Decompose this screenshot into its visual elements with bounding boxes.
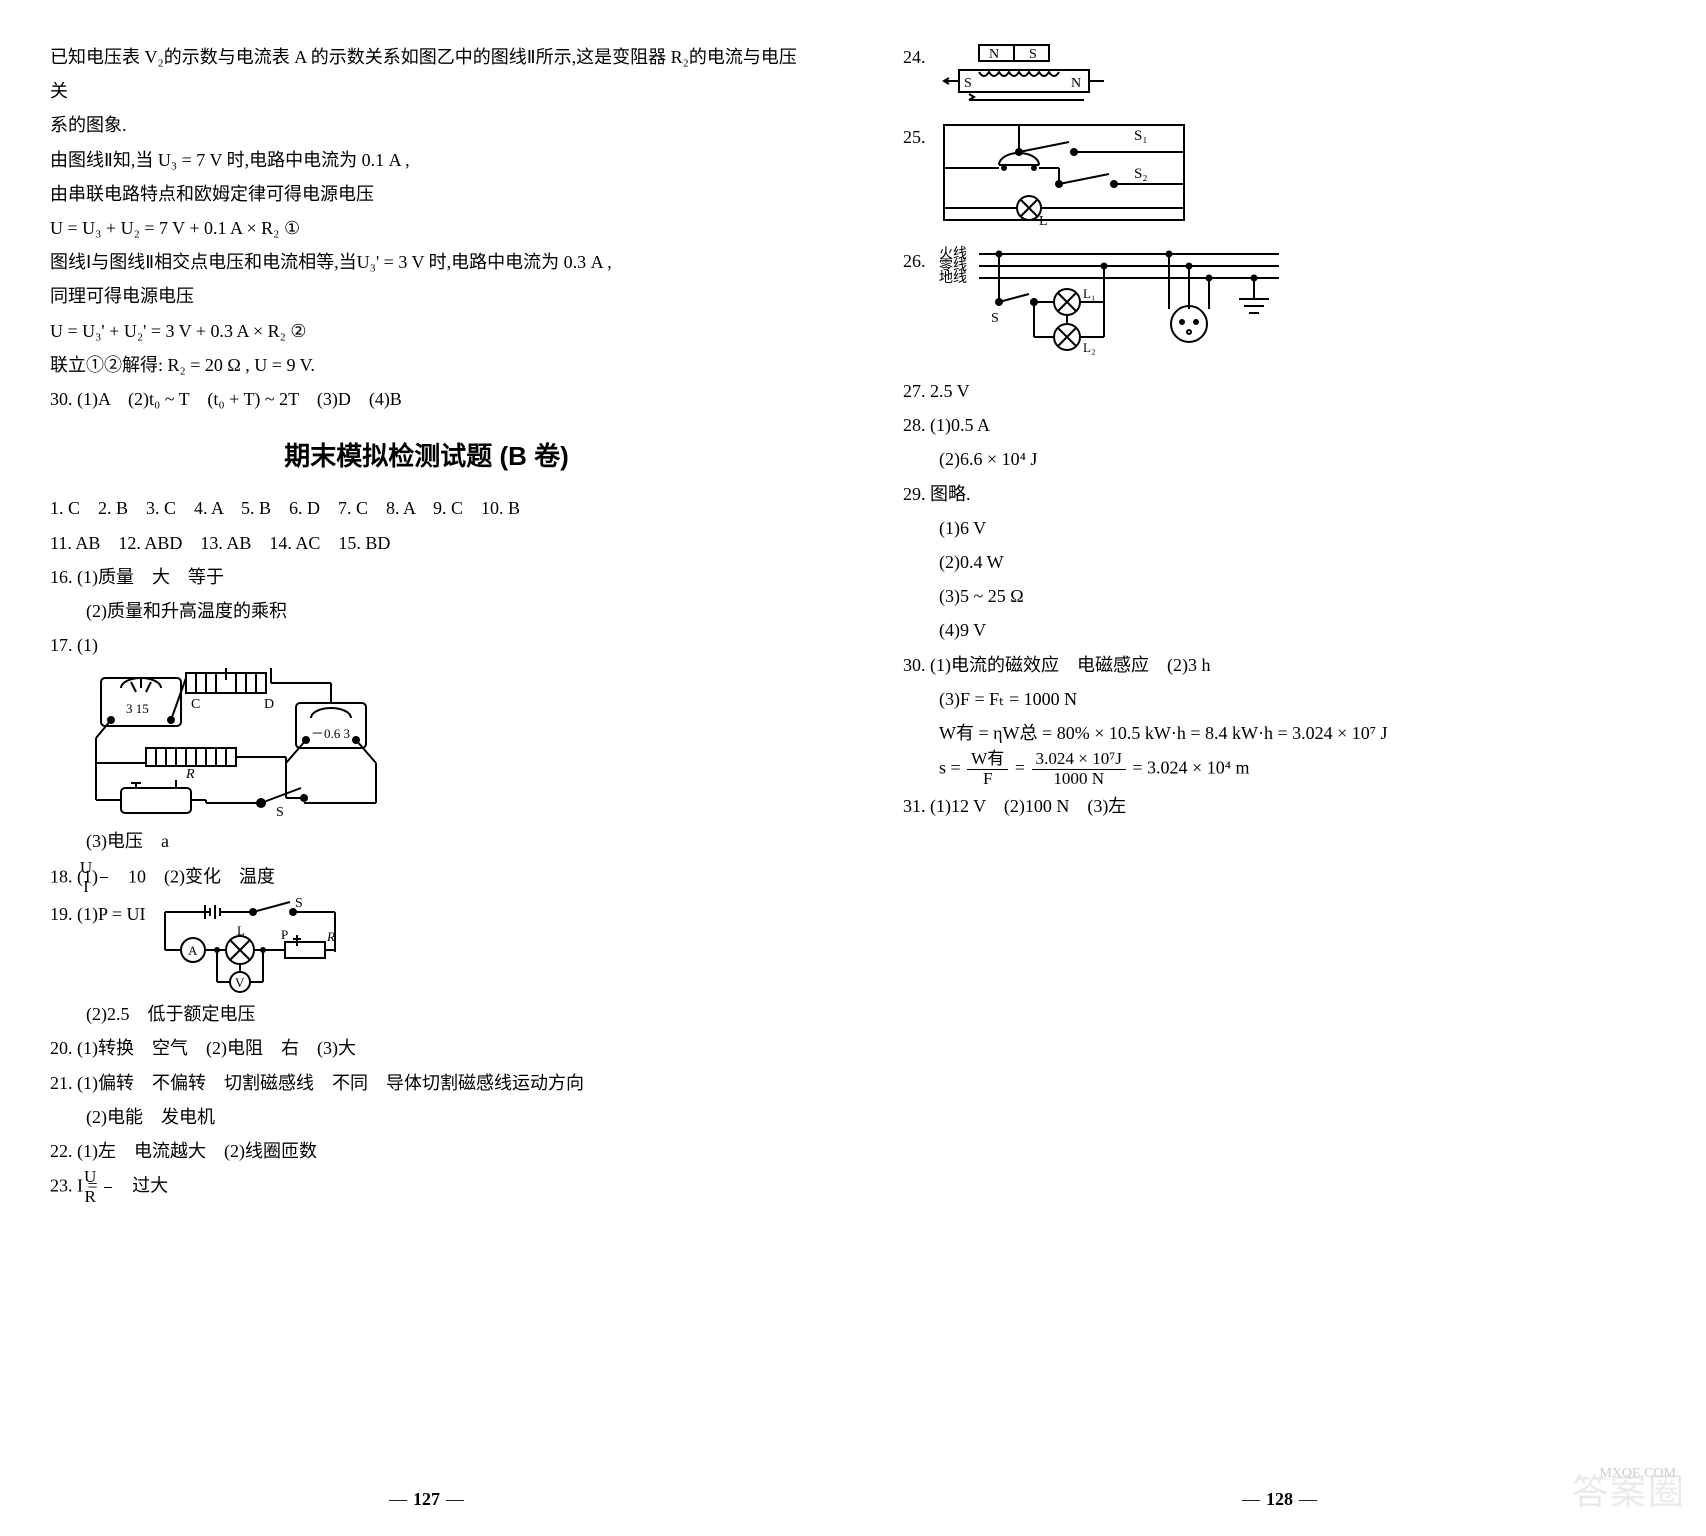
intro-line: 由图线Ⅱ知,当 U₃ = 7 V 时,电路中电流为 0.1 A , — [50, 143, 803, 177]
answer-line: 27. 2.5 V — [903, 374, 1656, 408]
fraction: 3.024 × 10⁷J1000 N — [1032, 750, 1126, 789]
fraction: UI — [100, 859, 108, 898]
intro-line: U = U₃ + U₂ = 7 V + 0.1 A × R₂ ① — [50, 211, 803, 245]
circuit-figure-26: 火线 零线 地线 S L₁ L₂ — [939, 244, 1289, 374]
answer-line: 28. (1)0.5 A — [903, 408, 1656, 442]
page-left: 已知电压表 V₂的示数与电流表 A 的示数关系如图乙中的图线Ⅱ所示,这是变阻器 … — [0, 0, 853, 1536]
fraction: W有F — [967, 750, 1008, 789]
svg-text:N: N — [989, 47, 999, 62]
svg-text:S: S — [1029, 47, 1037, 62]
answer-line: 21. (1)偏转 不偏转 切割磁感线 不同 导体切割磁感线运动方向 — [50, 1066, 803, 1100]
intro-line: U = U₃' + U₂' = 3 V + 0.3 A × R₂ ② — [50, 314, 803, 348]
intro-line: 已知电压表 V₂的示数与电流表 A 的示数关系如图乙中的图线Ⅱ所示,这是变阻器 … — [50, 40, 803, 108]
answer-line: 22. (1)左 电流越大 (2)线圈匝数 — [50, 1134, 803, 1168]
svg-text:N: N — [1071, 76, 1081, 91]
answer-line: 19. (1)P = UI — [50, 897, 145, 931]
text: = — [1010, 757, 1029, 777]
svg-text:S: S — [964, 76, 972, 91]
answer-line: W有 = ηW总 = 80% × 10.5 kW·h = 8.4 kW·h = … — [903, 716, 1656, 750]
svg-text:S₂: S₂ — [1134, 166, 1148, 182]
svg-text:L: L — [1039, 214, 1048, 229]
answer-line: 31. (1)12 V (2)100 N (3)左 — [903, 789, 1656, 823]
svg-text:R: R — [326, 929, 335, 944]
svg-text:S: S — [295, 897, 303, 911]
answer-label: 25. — [903, 120, 939, 230]
circuit-figure-25: S₁ S₂ L — [939, 120, 1189, 230]
answer-line: (4)9 V — [903, 613, 1656, 647]
svg-text:L₂: L₂ — [1083, 340, 1095, 355]
svg-text:L: L — [237, 923, 245, 938]
answer-line: s = W有F = 3.024 × 10⁷J1000 N = 3.024 × 1… — [903, 750, 1656, 789]
intro-line: 系的图象. — [50, 108, 803, 142]
intro-line: 图线Ⅰ与图线Ⅱ相交点电压和电流相等,当U₃' = 3 V 时,电路中电流为 0.… — [50, 245, 803, 279]
answer-line: (3)电压 a — [50, 824, 803, 858]
circuit-figure-17: 3 15 －0.6 3 C P D R S — [86, 668, 386, 818]
intro-line: 同理可得电源电压 — [50, 279, 803, 313]
svg-text:S: S — [276, 805, 284, 818]
svg-text:S: S — [991, 311, 999, 326]
answer-line: (2)2.5 低于额定电压 — [50, 997, 803, 1031]
svg-text:R: R — [185, 767, 195, 782]
page-number: 127 — [383, 1482, 470, 1516]
answer-line: 1. C 2. B 3. C 4. A 5. B 6. D 7. C 8. A … — [50, 491, 803, 525]
svg-text:C: C — [191, 697, 200, 712]
svg-text:P: P — [281, 927, 288, 942]
text: 过大 — [114, 1176, 168, 1196]
intro-line: 联立①②解得: R₂ = 20 Ω , U = 9 V. — [50, 348, 803, 382]
answer-line: 23. I = UR 过大 — [50, 1168, 803, 1207]
answer-line: (1)6 V — [903, 511, 1656, 545]
svg-text:A: A — [188, 943, 198, 958]
svg-text:S₁: S₁ — [1134, 128, 1148, 144]
answer-line: (2)0.4 W — [903, 545, 1656, 579]
answer-line: 18. (1)UI 10 (2)变化 温度 — [50, 859, 803, 898]
answer-line: 30. (1)电流的磁效应 电磁感应 (2)3 h — [903, 648, 1656, 682]
answer-label: 24. — [903, 40, 939, 110]
page-right: 24. N S S N 25. — [853, 0, 1706, 1536]
intro-line: 由串联电路特点和欧姆定律可得电源电压 — [50, 177, 803, 211]
circuit-figure-19: S L P R A V — [155, 897, 345, 997]
answer-label: 26. — [903, 244, 939, 374]
answer-line: (2)电能 发电机 — [50, 1100, 803, 1134]
magnet-figure-24: N S S N — [939, 40, 1109, 110]
page-number: 128 — [1236, 1482, 1323, 1516]
svg-text:L₁: L₁ — [1083, 286, 1095, 301]
watermark-site: MXQE.COM — [1599, 1461, 1676, 1488]
svg-text:3 15: 3 15 — [126, 701, 149, 716]
svg-text:D: D — [264, 697, 274, 712]
answer-line: (2)6.6 × 10⁴ J — [903, 442, 1656, 476]
section-title: 期末模拟检测试题 (B 卷) — [50, 432, 803, 481]
answer-line: (3)5 ~ 25 Ω — [903, 579, 1656, 613]
answer-line: 17. (1) — [50, 628, 803, 662]
answer-line: 11. AB 12. ABD 13. AB 14. AC 15. BD — [50, 526, 803, 560]
answer-line: 16. (1)质量 大 等于 — [50, 560, 803, 594]
answer-line: (2)质量和升高温度的乘积 — [50, 594, 803, 628]
svg-text:V: V — [235, 975, 245, 990]
text: 10 (2)变化 温度 — [110, 866, 275, 886]
answer-line: 30. (1)A (2)t₀ ~ T (t₀ + T) ~ 2T (3)D (4… — [50, 382, 803, 416]
svg-text:地线: 地线 — [939, 270, 967, 286]
answer-line: 29. 图略. — [903, 477, 1656, 511]
answer-line: 20. (1)转换 空气 (2)电阻 右 (3)大 — [50, 1031, 803, 1065]
svg-text:－0.6 3: －0.6 3 — [311, 726, 350, 741]
text: = 3.024 × 10⁴ m — [1128, 757, 1250, 777]
text: s = — [939, 757, 965, 777]
fraction: UR — [104, 1168, 112, 1207]
answer-line: (3)F = Fₜ = 1000 N — [903, 682, 1656, 716]
